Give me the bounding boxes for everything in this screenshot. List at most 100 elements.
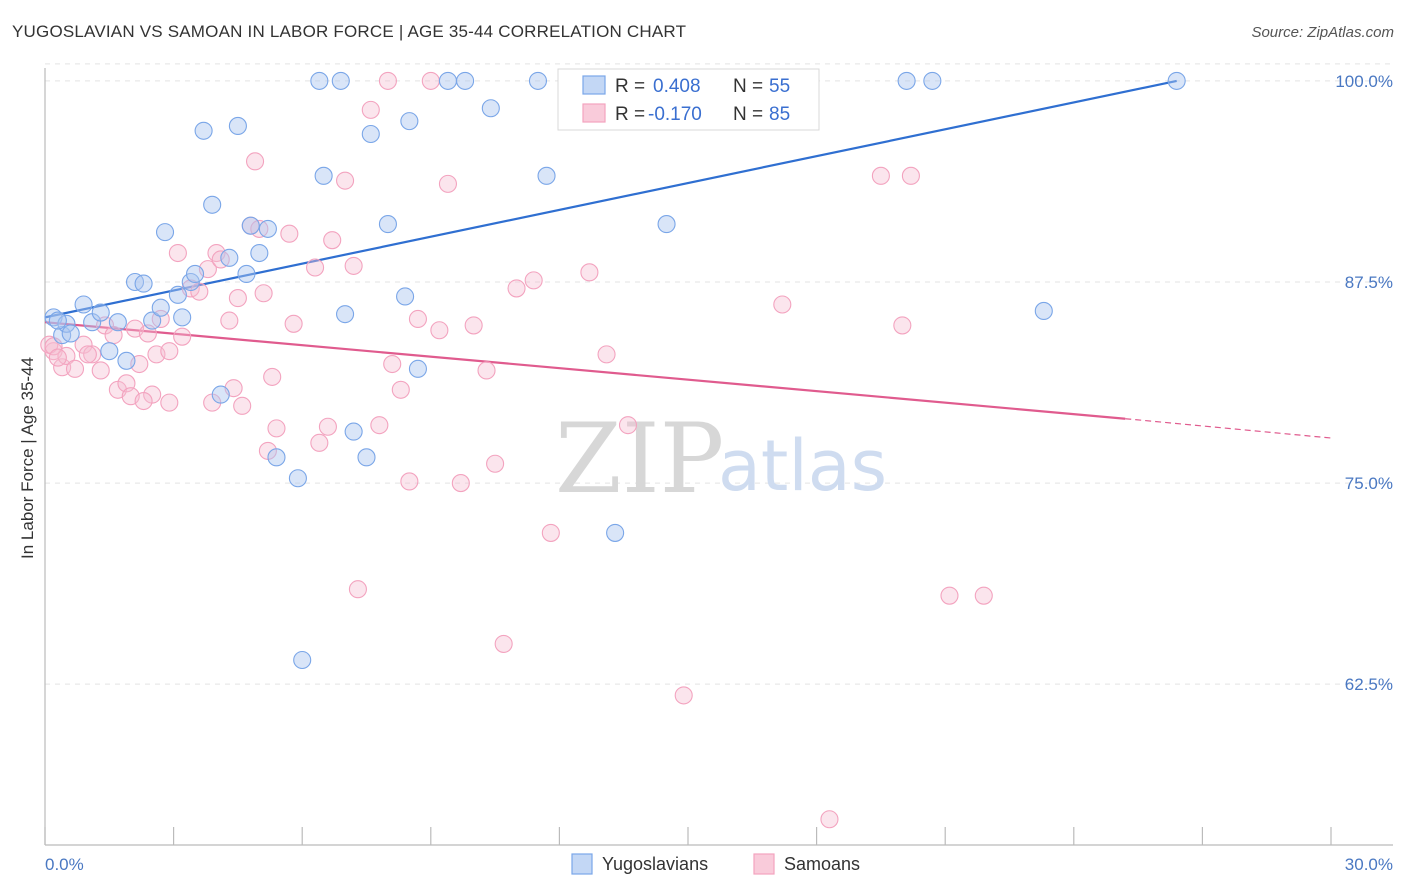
yugoslavian-point [1034, 301, 1053, 320]
yugoslavian-point [1167, 71, 1186, 90]
samoan-point [494, 634, 513, 653]
yugoslavian-point [344, 422, 363, 441]
samoan-point [48, 348, 67, 367]
yugoslavian-point [606, 523, 625, 542]
yugoslavian-point [173, 308, 192, 327]
yugoslavian-point [203, 195, 222, 214]
yugoslavian-point [194, 121, 213, 140]
yugoslavian-point [288, 469, 307, 488]
yugoslavian-point [241, 216, 260, 235]
samoan-point [391, 380, 410, 399]
yugoslavian-point [528, 71, 548, 90]
samoan-point [421, 71, 440, 90]
samoan-point [361, 100, 380, 119]
samoan-point [267, 419, 286, 438]
watermark-zip: ZIP [555, 403, 724, 515]
yugoslavian-point [456, 71, 475, 90]
samoan-point [507, 279, 526, 298]
yugoslavian-point [408, 359, 427, 378]
samoan-point [370, 416, 389, 435]
samoan-point [524, 271, 543, 290]
samoan-point [318, 417, 337, 436]
yugoslavian-point [228, 116, 247, 136]
samoan-point [464, 316, 483, 335]
yugoslavian-point [237, 264, 256, 283]
x-tick-label-min: 0.0% [45, 855, 84, 874]
chart-source: Source: ZipAtlas.com [1251, 24, 1394, 41]
legend-yugoslavians-swatch [571, 853, 593, 875]
yugoslavian-point [310, 71, 329, 90]
yugoslavian-point [897, 71, 916, 90]
samoan-point [486, 454, 505, 473]
yugoslavian-point [74, 295, 93, 314]
samoan-point [477, 361, 496, 380]
legend-n-label-2: N = [733, 104, 763, 125]
y-tick-label: 62.5% [1345, 675, 1393, 694]
yugoslavian-point [181, 272, 200, 292]
watermark: ZIP atlas [555, 403, 887, 515]
samoan-point [65, 359, 85, 378]
yugoslavian-point [108, 313, 127, 332]
samoan-point [408, 309, 427, 329]
samoan-point [336, 171, 355, 190]
samoan-point [618, 416, 638, 435]
yugoslavian-point [923, 71, 942, 90]
samoan-point [674, 686, 693, 705]
samoan-point [220, 311, 239, 330]
yugoslavian-point [258, 219, 277, 238]
trend-line-samoans [44, 321, 1126, 420]
yugoslavian-point [336, 305, 355, 324]
yugoslavian-point [357, 448, 376, 467]
trend-lines [44, 79, 1332, 439]
samoan-point [400, 472, 419, 491]
samoan-point [773, 295, 792, 314]
legend-samoans-swatch [753, 853, 775, 875]
samoan-point [871, 166, 890, 185]
samoan-point [430, 321, 449, 340]
legend-samoans-label: Samoans [784, 854, 860, 874]
chart-title: YUGOSLAVIAN VS SAMOAN IN LABOR FORCE | A… [12, 22, 687, 41]
samoan-point [134, 391, 153, 411]
yugoslavian-point [481, 99, 500, 118]
yugoslavian-point [657, 215, 676, 234]
yugoslavian-point [151, 298, 170, 317]
samoan-point [348, 580, 367, 599]
watermark-atlas: atlas [718, 425, 887, 507]
yugoslavian-point [91, 303, 110, 322]
legend-n-value-2: 85 [769, 104, 790, 125]
samoan-point [344, 256, 363, 275]
samoans-swatch [582, 103, 606, 123]
samoan-point [451, 474, 470, 493]
yugoslavian-point [211, 385, 230, 404]
samoan-point [245, 152, 265, 171]
legend-yugoslavians-label: Yugoslavians [602, 854, 708, 874]
trend-line-yugoslavians [44, 79, 1177, 319]
samoan-point [280, 224, 299, 243]
samoan-point [228, 289, 247, 308]
yugoslavian-point [143, 311, 162, 330]
yugoslavian-point [48, 311, 67, 330]
stats-legend: R = 0.408 N = 55 R = -0.170 N = 85 [557, 68, 820, 131]
legend-n-label-1: N = [733, 76, 763, 97]
samoan-point [310, 433, 329, 452]
samoan-point [263, 367, 282, 386]
samoan-point [160, 342, 179, 361]
samoan-point [541, 523, 560, 542]
x-tick-label-max: 30.0% [1345, 855, 1393, 874]
samoan-point [901, 166, 920, 185]
trend-line-extension [1125, 418, 1332, 439]
samoan-point [378, 71, 397, 90]
yugoslavian-point [100, 342, 119, 361]
yugoslavian-point [134, 274, 153, 293]
yugoslavian-point [117, 351, 136, 370]
yugoslavian-point [438, 71, 457, 90]
yugoslavian-point [361, 124, 380, 144]
samoan-point [91, 361, 110, 380]
samoan-point [438, 174, 457, 193]
data-points [40, 71, 1186, 829]
yugoslavian-point [61, 324, 80, 343]
samoan-point [974, 586, 993, 605]
samoan-point [323, 231, 342, 250]
yugoslavian-point [314, 166, 333, 185]
